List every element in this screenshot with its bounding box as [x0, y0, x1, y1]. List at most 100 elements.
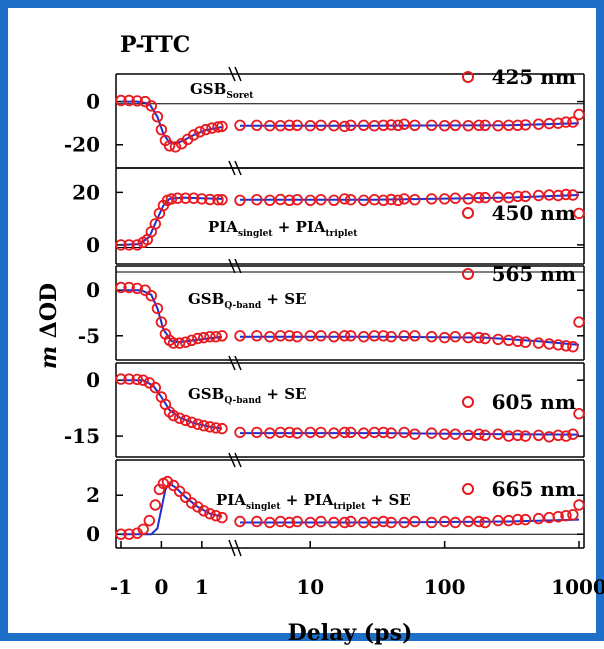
data-point	[519, 513, 532, 526]
panel-annotation: PIAsinglet + PIAtriplet	[208, 218, 358, 239]
data-point	[552, 339, 564, 351]
data-point	[385, 331, 397, 343]
data-point	[173, 337, 186, 349]
data-point	[304, 194, 317, 207]
fit-line	[121, 100, 223, 145]
data-point	[552, 429, 564, 442]
x-tick-label: 1	[195, 575, 209, 599]
data-point	[573, 108, 585, 121]
data-point	[283, 330, 296, 342]
data-point	[449, 192, 462, 204]
data-point	[345, 193, 357, 206]
data-point	[216, 422, 228, 435]
data-point	[315, 119, 327, 132]
data-point	[573, 316, 585, 328]
data-point	[151, 110, 164, 123]
data-point	[123, 281, 135, 294]
data-point	[187, 129, 200, 141]
data-point	[151, 302, 164, 315]
data-point	[338, 120, 351, 133]
data-point	[169, 141, 182, 153]
data-point	[123, 528, 135, 540]
data-point	[377, 515, 390, 528]
data-point	[338, 516, 351, 529]
data-point	[315, 193, 327, 206]
data-point	[492, 191, 504, 203]
data-point	[251, 515, 263, 528]
data-point	[115, 239, 127, 251]
data-point	[345, 330, 357, 342]
data-point	[194, 126, 206, 138]
data-point	[425, 119, 438, 132]
data-point	[234, 119, 246, 132]
data-point	[192, 418, 204, 430]
data-point	[123, 94, 135, 107]
data-point	[234, 426, 246, 439]
data-point	[338, 426, 351, 439]
data-point	[131, 95, 143, 107]
axis-break-mark	[228, 452, 236, 468]
data-point	[145, 100, 158, 112]
data-point	[385, 427, 397, 439]
data-point	[204, 508, 216, 520]
data-point	[392, 119, 404, 132]
data-point	[179, 414, 192, 427]
data-point	[167, 337, 180, 349]
data-point	[234, 194, 246, 207]
data-point	[179, 192, 192, 204]
data-point	[204, 193, 216, 206]
axis-break-mark	[228, 355, 236, 371]
data-point	[137, 523, 149, 536]
legend-wavelength: 605 nm	[492, 390, 576, 414]
data-point	[462, 119, 475, 132]
data-point	[425, 331, 438, 343]
data-point	[479, 516, 491, 529]
y-tick-label: 0	[86, 368, 100, 392]
data-point	[212, 121, 224, 133]
data-point	[567, 509, 579, 521]
data-point	[145, 290, 158, 302]
axis-break-mark	[234, 66, 242, 82]
axis-break-mark	[234, 539, 242, 557]
data-point	[449, 428, 462, 440]
data-point	[198, 420, 210, 432]
panel-2: 20 0 PIAsinglet + PIAtriplet 450 nm	[72, 160, 585, 265]
data-point	[264, 119, 276, 132]
data-point	[462, 515, 475, 528]
panel-1: 0 -20 GSBSoret 425 nm	[64, 65, 585, 169]
data-point	[315, 426, 327, 439]
data-point	[115, 373, 127, 385]
data-point	[512, 190, 524, 203]
panel-annotation: GSBQ-band + SE	[188, 385, 306, 406]
data-point	[315, 515, 327, 528]
data-point	[560, 510, 572, 522]
data-point	[115, 528, 127, 540]
data-point	[519, 336, 532, 348]
data-point	[204, 421, 216, 433]
data-point	[264, 516, 276, 529]
data-point	[552, 189, 564, 202]
data-point	[392, 194, 404, 207]
data-point	[264, 194, 276, 207]
data-point	[251, 119, 263, 132]
data-point	[167, 479, 180, 492]
data-point	[560, 188, 572, 201]
legend-wavelength: 450 nm	[492, 201, 576, 225]
data-point	[198, 505, 210, 517]
data-point	[304, 426, 317, 439]
data-point	[519, 119, 532, 131]
panel-4: 0 -15 GSBQ-band + SE 605 nm	[64, 355, 585, 458]
data-point	[492, 119, 504, 132]
data-point	[185, 334, 198, 347]
data-point	[438, 331, 451, 344]
legend-marker	[462, 396, 474, 408]
x-tick-label: 100	[424, 575, 466, 599]
data-point	[291, 515, 303, 528]
data-point	[115, 281, 127, 294]
data-point	[377, 426, 390, 439]
data-point	[473, 515, 485, 528]
data-point	[560, 116, 572, 128]
data-point	[328, 516, 340, 529]
axis-break-mark	[234, 452, 242, 468]
